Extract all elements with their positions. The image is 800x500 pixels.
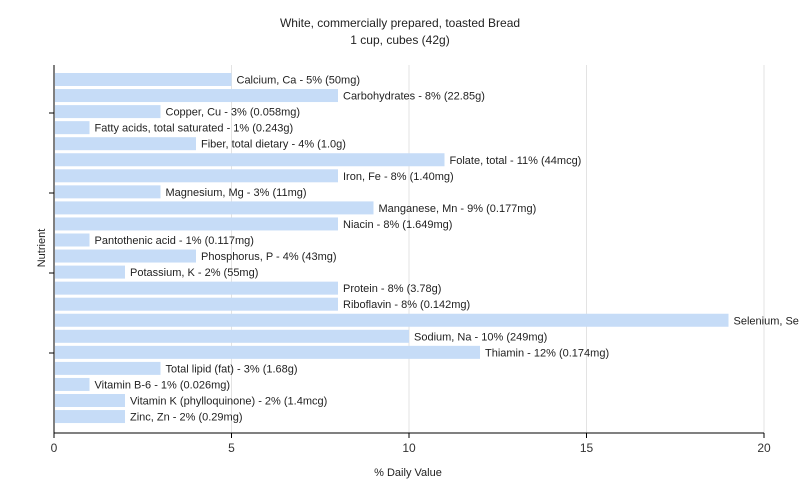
bar [55,121,90,135]
bar [55,361,161,375]
bar-label: Iron, Fe - 8% (1.40mg) [343,171,454,183]
bar [55,153,445,167]
bar [55,105,161,119]
x-tick-label: 20 [757,441,771,455]
bar-label: Vitamin K (phylloquinone) - 2% (1.4mcg) [130,396,327,408]
bar [55,201,374,215]
x-tick-label: 5 [228,441,235,455]
bar-label: Protein - 8% (3.78g) [343,283,441,295]
bar-label: Copper, Cu - 3% (0.058mg) [166,107,301,119]
bar-label: Riboflavin - 8% (0.142mg) [343,299,470,311]
bar-label: Zinc, Zn - 2% (0.29mg) [130,412,242,424]
y-axis-label: Nutrient [36,229,48,268]
bar-label: Sodium, Na - 10% (249mg) [414,331,547,343]
bar [55,249,196,263]
bar [55,169,338,183]
chart-subtitle: 1 cup, cubes (42g) [350,33,449,47]
bar-label: Magnesium, Mg - 3% (11mg) [166,187,307,199]
bar-label: Fatty acids, total saturated - 1% (0.243… [95,123,294,135]
bar [55,217,338,231]
bar [55,410,125,424]
x-axis-label: % Daily Value [374,467,442,479]
bar [55,89,338,103]
bar [55,137,196,151]
x-tick-label: 10 [402,441,416,455]
bar [55,233,90,247]
bar-label: Phosphorus, P - 4% (43mg) [201,251,337,263]
bar [55,345,480,359]
chart-title: White, commercially prepared, toasted Br… [280,16,520,30]
x-tick-label: 15 [580,441,594,455]
bar-label: Total lipid (fat) - 3% (1.68g) [166,363,298,375]
bar [55,313,729,327]
bar-label: Manganese, Mn - 9% (0.177mg) [379,203,537,215]
bar [55,185,161,199]
bar [55,73,232,86]
bars-group: Calcium, Ca - 5% (50mg) Carbohydrates - 8… [55,73,800,424]
x-tick-label: 0 [51,441,58,455]
bar [55,265,125,279]
axes-group: 0 5 10 15 20 [49,65,771,455]
bar-label: Niacin - 8% (1.649mg) [343,219,452,231]
bar-label: Vitamin B-6 - 1% (0.026mg) [95,379,231,391]
bar [55,297,338,311]
bar [55,377,90,391]
bar-label: Fiber, total dietary - 4% (1.0g) [201,139,346,151]
bar [55,329,409,343]
bar-label: Potassium, K - 2% (55mg) [130,267,258,279]
grid-lines [231,65,765,433]
bar [55,394,125,407]
bar-label: Folate, total - 11% (44mcg) [450,155,582,167]
bar-label: Pantothenic acid - 1% (0.117mg) [95,235,254,247]
bar-label: Carbohydrates - 8% (22.85g) [343,91,485,103]
bar-label: Selenium, Se - 19% (13.0mcg) [734,315,800,327]
bar-label: Calcium, Ca - 5% (50mg) [237,75,360,87]
bar-label: Thiamin - 12% (0.174mg) [485,347,609,359]
bar [55,281,338,295]
